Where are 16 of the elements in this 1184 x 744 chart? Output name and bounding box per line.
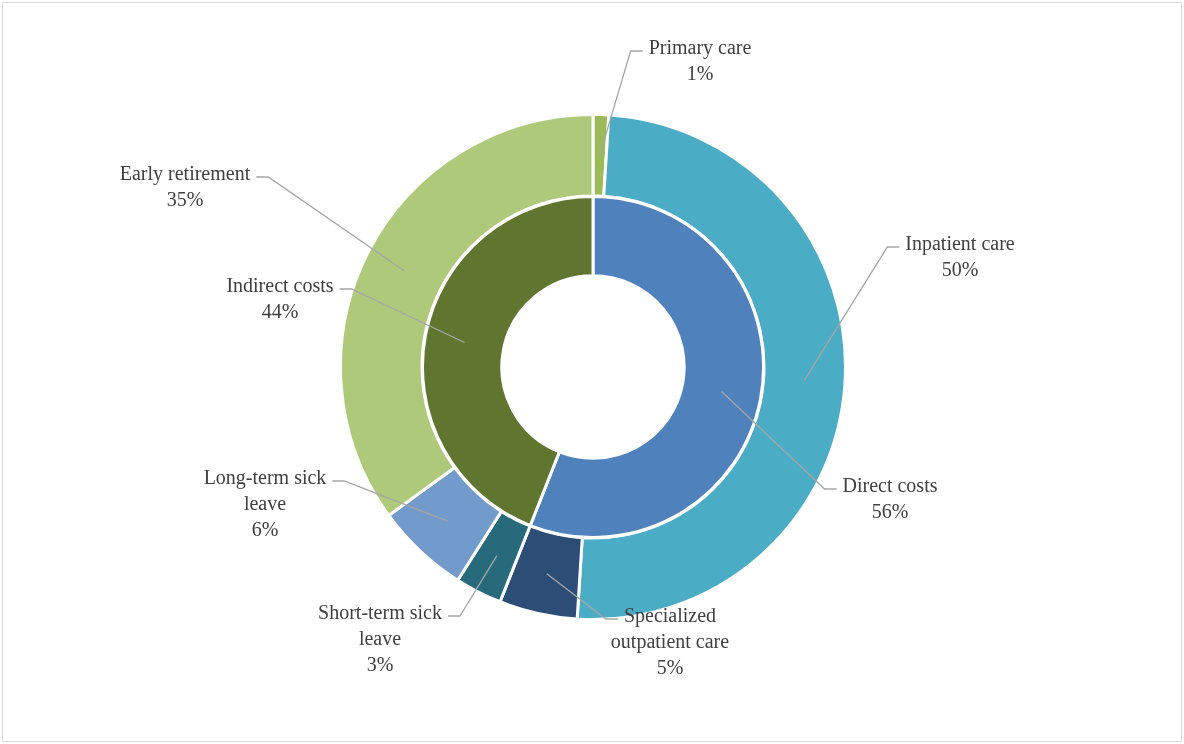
data-label: 1% xyxy=(686,62,714,85)
slice-label: Specialized outpatient care xyxy=(610,604,730,654)
data-label: 5% xyxy=(656,656,684,679)
slice-label: Direct costs xyxy=(842,474,938,497)
data-label: 50% xyxy=(941,258,979,281)
slice-label: Inpatient care xyxy=(905,232,1015,256)
data-label: 44% xyxy=(261,300,299,323)
data-label: 6% xyxy=(251,518,279,541)
data-label: 3% xyxy=(366,653,394,676)
slice-label: Short-term sick leave xyxy=(318,601,442,650)
slice-label: Early retirement xyxy=(119,162,251,186)
data-label: 56% xyxy=(871,500,909,523)
slice-label: Indirect costs xyxy=(226,274,334,297)
slice-label: Primary care xyxy=(648,36,752,60)
slice-label: Long-term sick leave xyxy=(203,466,327,515)
data-label: 35% xyxy=(166,188,204,211)
